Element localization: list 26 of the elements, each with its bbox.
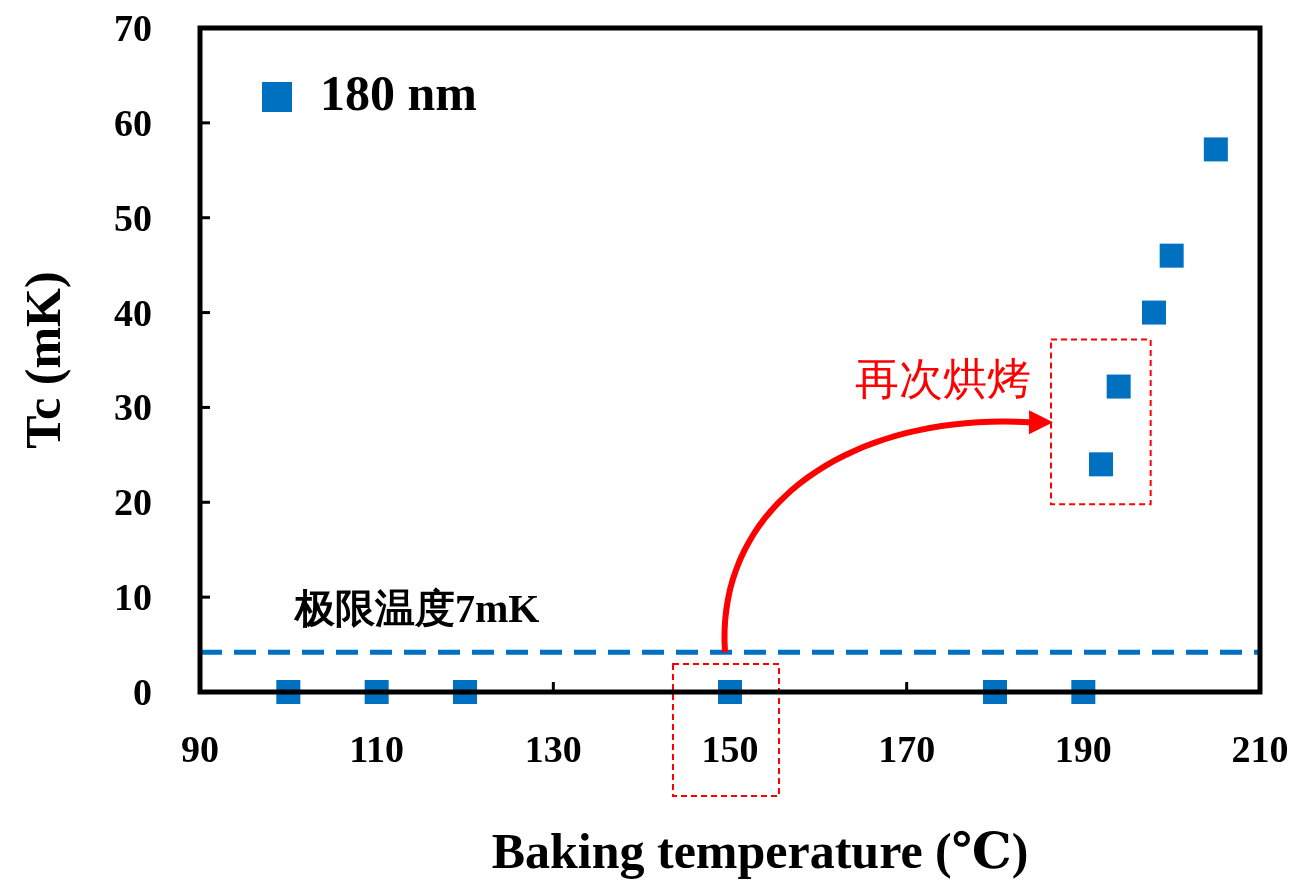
y-tick-label: 30: [114, 386, 152, 429]
point: [1159, 243, 1184, 268]
point: [1106, 374, 1131, 399]
x-axis-title: Baking temperature (℃): [491, 823, 1029, 879]
legend-label: 180 nm: [320, 65, 477, 121]
point: [1089, 452, 1113, 477]
x-tick-label: 150: [701, 728, 759, 770]
x-tick-label: 130: [524, 728, 582, 770]
legend-item: 180 nm: [262, 65, 477, 121]
y-tick-label: 20: [114, 481, 152, 524]
annotation: 再次烘烤: [855, 355, 1031, 405]
y-tick-label: 50: [114, 196, 152, 239]
point: [1142, 300, 1166, 325]
ref-line-label: 极限温度7mK: [293, 586, 540, 632]
x-tick-label: 210: [1231, 728, 1289, 770]
y-tick-label: 60: [114, 101, 152, 144]
point: [1203, 137, 1228, 162]
x-tick-label: 90: [181, 728, 219, 770]
y-tick-label: 10: [114, 576, 152, 619]
x-tick-label: 170: [878, 728, 936, 770]
x-tick-label: 190: [1054, 728, 1112, 770]
y-tick-label: 40: [114, 291, 152, 334]
y-axis-title: Tc (mK): [15, 271, 71, 449]
x-tick-label: 110: [349, 728, 405, 770]
y-tick-label: 0: [133, 671, 152, 713]
y-tick-label: 70: [114, 7, 152, 49]
